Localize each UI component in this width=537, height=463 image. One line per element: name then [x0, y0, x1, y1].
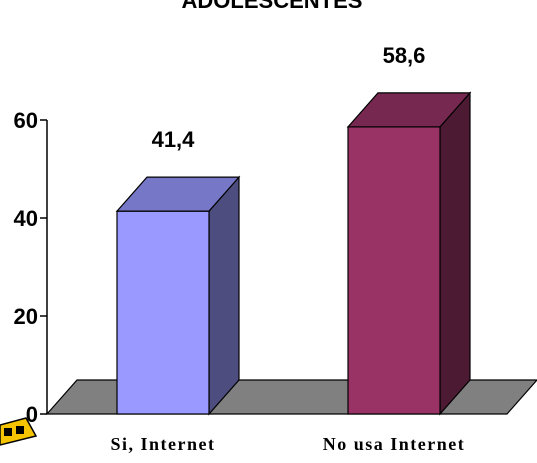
bar-1	[115, 175, 241, 416]
chart-title: ADOLESCENTES	[182, 0, 363, 13]
clipart-icon	[0, 417, 38, 446]
bars: 41,4 58,6	[115, 43, 472, 416]
x-tick-label: Si, Internet	[111, 434, 216, 454]
bar-top	[115, 176, 241, 212]
y-tick-label: 0	[26, 402, 38, 427]
bar-front	[116, 210, 210, 415]
y-axis-ticks: 0 20 40 60	[14, 108, 47, 427]
y-tick-label: 20	[14, 304, 38, 329]
y-tick-label: 60	[14, 108, 38, 133]
data-label: 41,4	[152, 127, 196, 152]
x-tick-label: No usa Internet	[323, 434, 466, 454]
bar-side	[208, 175, 240, 416]
category-labels: Si, Internet No usa Internet	[111, 434, 466, 454]
y-tick-label: 40	[14, 206, 38, 231]
bar-side	[439, 91, 471, 416]
bar-front	[347, 126, 441, 415]
bar-top	[346, 92, 472, 128]
bar-2	[346, 91, 472, 416]
data-label: 58,6	[383, 43, 426, 68]
